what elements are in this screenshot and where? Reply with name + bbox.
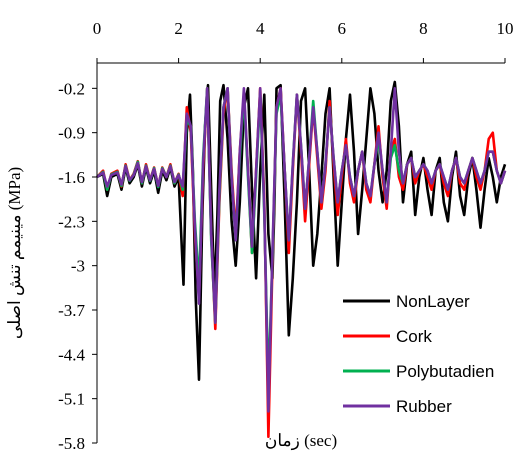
x-tick-label: 2 bbox=[174, 19, 183, 38]
series-line-rubber bbox=[96, 87, 507, 413]
y-tick-labels: -0.2 -0.9 -1.6 -2.3 -3 -3.7 -4.4 -5.1 -5.8 bbox=[58, 79, 97, 453]
x-axis-title: زمان (sec) bbox=[265, 431, 337, 451]
y-tick-label: -5.8 bbox=[58, 434, 85, 453]
x-tick-label: 0 bbox=[93, 19, 102, 38]
legend-label-rubber: Rubber bbox=[396, 397, 452, 416]
y-tick-label: -5.1 bbox=[58, 390, 85, 409]
x-tick-labels: 0 2 4 6 8 10 bbox=[93, 19, 514, 63]
series-line-nonlayer bbox=[96, 80, 507, 381]
legend-label-polybutadien: Polybutadien bbox=[396, 362, 494, 381]
y-tick-label: -2.3 bbox=[58, 212, 85, 231]
y-tick-label: -3.7 bbox=[58, 301, 85, 320]
legend-label-cork: Cork bbox=[396, 327, 432, 346]
y-tick-label: -1.6 bbox=[58, 168, 85, 187]
legend-label-nonlayer: NonLayer bbox=[396, 292, 470, 311]
x-tick-label: 6 bbox=[338, 19, 347, 38]
legend: NonLayer Cork Polybutadien Rubber bbox=[343, 292, 494, 416]
y-tick-label: -0.9 bbox=[58, 124, 85, 143]
y-tick-label: -0.2 bbox=[58, 79, 85, 98]
x-tick-label: 10 bbox=[497, 19, 514, 38]
axes-layer bbox=[96, 62, 505, 443]
y-tick-label: -4.4 bbox=[58, 345, 85, 364]
y-axis-title: مینیمم تنش اصلی (MPa) bbox=[5, 167, 25, 339]
x-tick-label: 4 bbox=[256, 19, 265, 38]
y-tick-label: -3 bbox=[71, 257, 85, 276]
series-layer bbox=[96, 80, 507, 438]
x-tick-label: 8 bbox=[419, 19, 428, 38]
